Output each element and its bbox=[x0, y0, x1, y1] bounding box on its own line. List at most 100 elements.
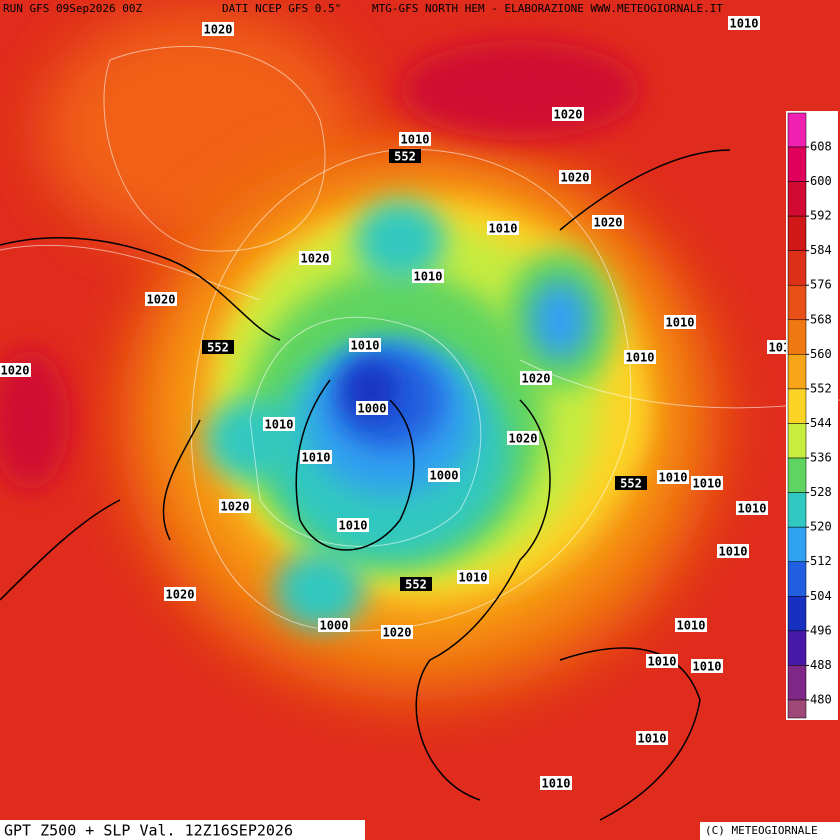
label-box bbox=[507, 431, 539, 445]
colorbar-label: 504 bbox=[810, 589, 832, 603]
isobar-label: 1020 bbox=[166, 588, 195, 602]
isobar-label: 1010 bbox=[730, 17, 759, 31]
label-box bbox=[164, 587, 196, 601]
isobar-label: 1010 bbox=[339, 519, 368, 533]
label-box bbox=[520, 371, 552, 385]
label-box bbox=[318, 618, 350, 632]
colorbar-band bbox=[787, 699, 807, 719]
header-source: DATI NCEP GFS 0.5° bbox=[222, 2, 341, 15]
footer-copyright: (C) METEOGIORNALE bbox=[705, 824, 818, 837]
label-box bbox=[219, 499, 251, 513]
label-box bbox=[399, 132, 431, 146]
label-box bbox=[646, 654, 678, 668]
isobar-label: 1010 bbox=[351, 339, 380, 353]
colorbar-band bbox=[787, 146, 807, 182]
label-box bbox=[691, 659, 723, 673]
isobar-labels: 1020 1010 1020 1010 552 1020 1020 1010 1020 1010 1… bbox=[0, 16, 799, 791]
isobar-label: 1000 bbox=[358, 402, 387, 416]
colorbar-band bbox=[787, 492, 807, 528]
isobar-label: 1010 bbox=[719, 545, 748, 559]
isobar-label: 1010 bbox=[459, 571, 488, 585]
isobar-label: 1010 bbox=[659, 471, 688, 485]
label-box bbox=[636, 731, 668, 745]
label-box bbox=[400, 577, 432, 591]
colorbar-band bbox=[787, 250, 807, 286]
colorbar-band bbox=[787, 561, 807, 597]
isobar-label: 1000 bbox=[430, 469, 459, 483]
colorbar-band bbox=[787, 388, 807, 424]
colorbar-band bbox=[787, 284, 807, 321]
isobar-label: 1010 bbox=[693, 660, 722, 674]
label-box bbox=[299, 251, 331, 265]
colorbar-band bbox=[787, 596, 807, 632]
colorbar-label: 480 bbox=[810, 692, 832, 706]
colorbar-label: 600 bbox=[810, 174, 832, 188]
colorbar-band bbox=[787, 457, 807, 493]
isobar-label: 1010 bbox=[414, 270, 443, 284]
isobar-label: 1010 bbox=[401, 133, 430, 147]
colorbar-band bbox=[787, 319, 807, 355]
header-credit: MTG-GFS NORTH HEM - ELABORAZIONE WWW.MET… bbox=[372, 2, 723, 15]
isobar-label: 1010 bbox=[302, 451, 331, 465]
label-box bbox=[349, 338, 381, 352]
isobar-label: 1010 bbox=[666, 316, 695, 330]
header-run: RUN GFS 09Sep2026 00Z bbox=[3, 2, 142, 15]
colorbar-label: 536 bbox=[810, 451, 832, 465]
label-box bbox=[457, 570, 489, 584]
label-box bbox=[337, 518, 369, 532]
label-box bbox=[624, 350, 656, 364]
label-box bbox=[691, 476, 723, 490]
colorbar-label: 560 bbox=[810, 347, 832, 361]
colorbar-band bbox=[787, 526, 807, 562]
footer-box bbox=[0, 820, 365, 840]
colorbar-label: 592 bbox=[810, 209, 832, 223]
isobar-label: 1020 bbox=[147, 293, 176, 307]
colorbar-label: 544 bbox=[810, 416, 832, 430]
label-box bbox=[356, 401, 388, 415]
copyright-box bbox=[700, 822, 840, 840]
label-box bbox=[145, 292, 177, 306]
label-box bbox=[202, 340, 234, 354]
colorbar-label: 584 bbox=[810, 243, 832, 257]
colorbar-band bbox=[787, 665, 807, 701]
colorbar-label: 512 bbox=[810, 554, 832, 568]
label-box bbox=[300, 450, 332, 464]
isobars bbox=[0, 46, 840, 632]
isobar-label: 1020 bbox=[561, 171, 590, 185]
label-box bbox=[675, 618, 707, 632]
isobar-label: 1020 bbox=[301, 252, 330, 266]
isobar-label: 1000 bbox=[320, 619, 349, 633]
isobar-label: 1010 bbox=[648, 655, 677, 669]
label-box bbox=[736, 501, 768, 515]
colorbar-band bbox=[787, 215, 807, 251]
label-box bbox=[202, 22, 234, 36]
coastlines bbox=[0, 149, 731, 821]
colorbar-label: 488 bbox=[810, 658, 832, 672]
label-box bbox=[559, 170, 591, 184]
colorbar-band bbox=[787, 181, 807, 217]
colorbar-band bbox=[787, 630, 807, 666]
isobar-label: 1020 bbox=[1, 364, 30, 378]
colorbar-label: 528 bbox=[810, 485, 832, 499]
label-box bbox=[412, 269, 444, 283]
isobar-label: 552 bbox=[620, 477, 642, 491]
colorbar-label: 568 bbox=[810, 312, 832, 326]
colorbar-label: 520 bbox=[810, 520, 832, 534]
isobar-label: 1010 bbox=[693, 477, 722, 491]
label-box bbox=[0, 363, 31, 377]
label-box bbox=[615, 476, 647, 490]
isobar-label: 1010 bbox=[677, 619, 706, 633]
label-box bbox=[728, 16, 760, 30]
isobar-label: 1020 bbox=[204, 23, 233, 37]
isobar-label: 1020 bbox=[522, 372, 551, 386]
label-box bbox=[717, 544, 749, 558]
label-box bbox=[487, 221, 519, 235]
isobar-label: 1020 bbox=[594, 216, 623, 230]
isobar-label: 1010 bbox=[489, 222, 518, 236]
label-box bbox=[389, 149, 421, 163]
colorbar-band bbox=[787, 354, 807, 390]
label-box bbox=[263, 417, 295, 431]
label-box bbox=[552, 107, 584, 121]
label-box bbox=[540, 776, 572, 790]
